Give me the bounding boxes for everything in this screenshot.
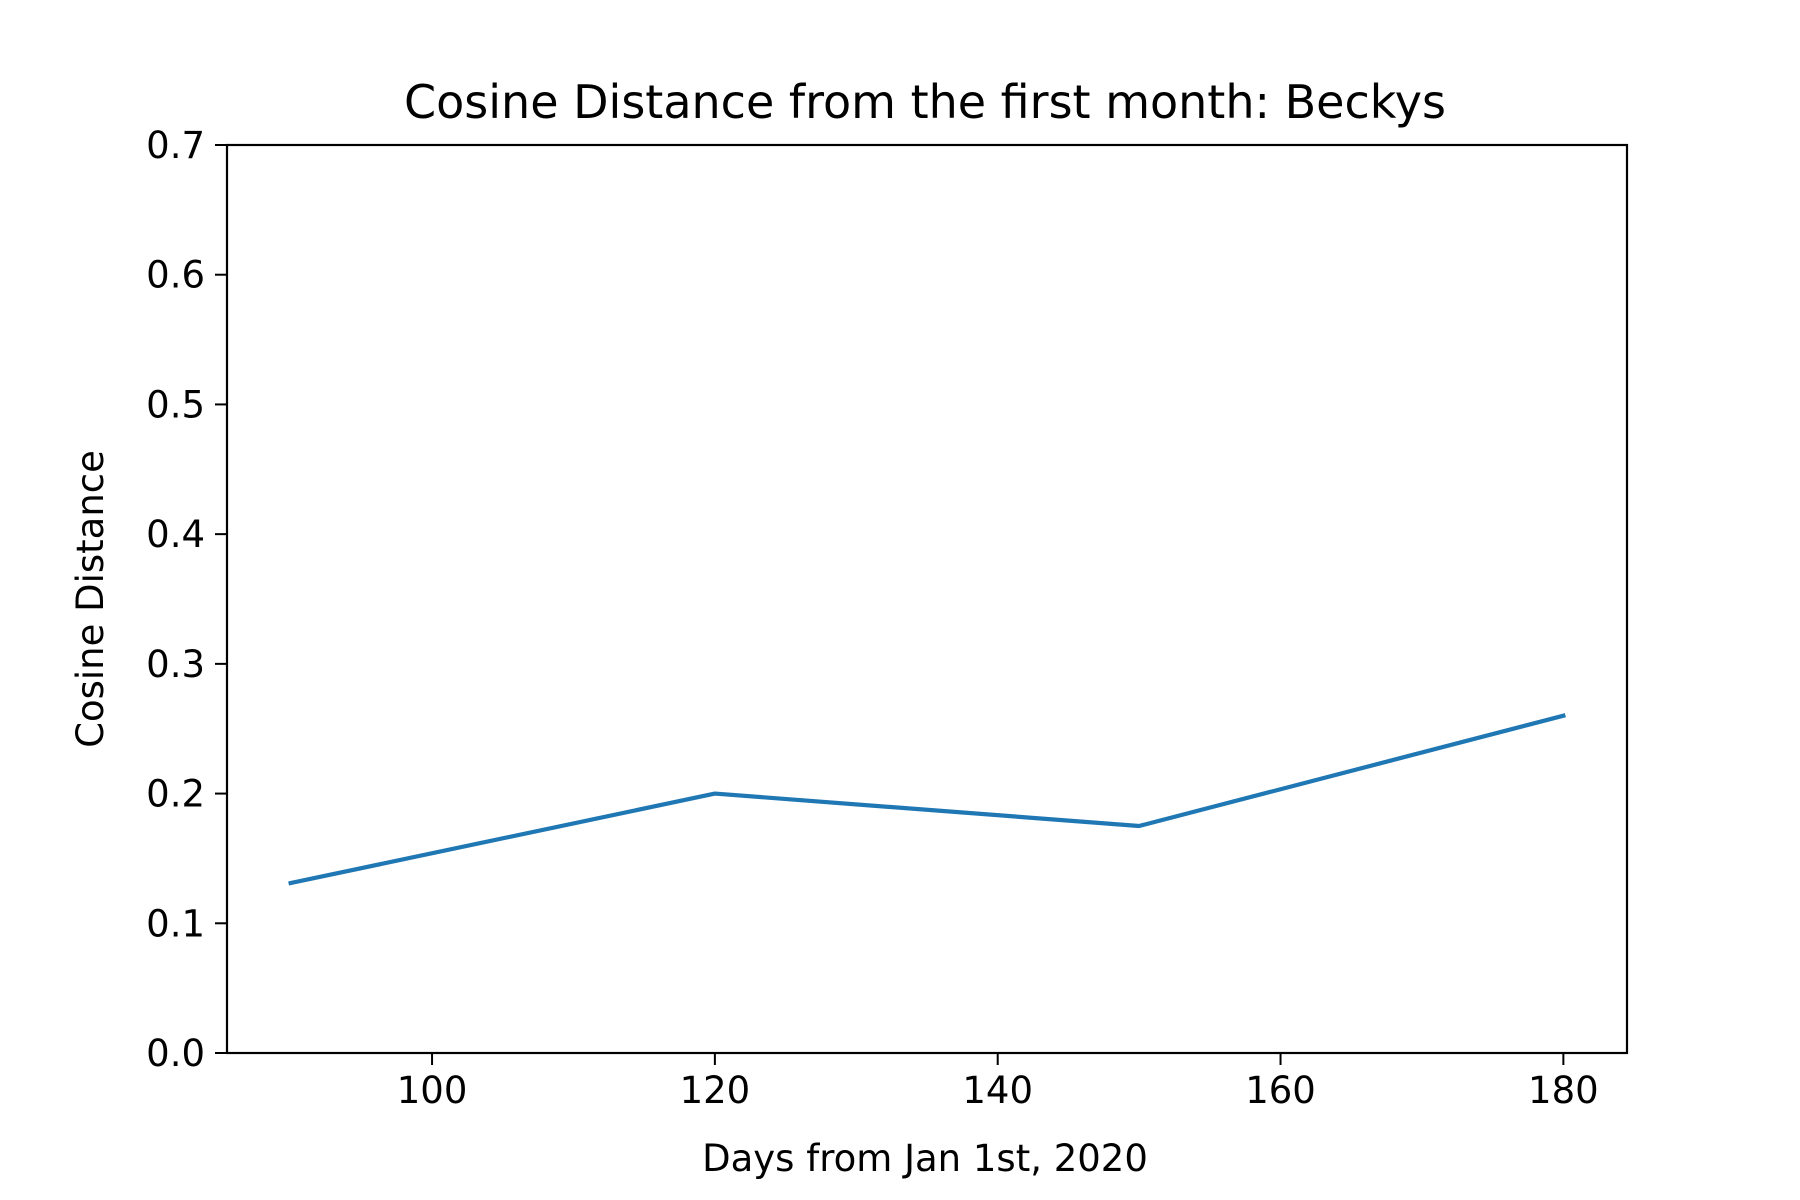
x-tick-label: 100 [397, 1069, 468, 1112]
y-axis-ticks: 0.0 0.1 0.2 0.3 0.4 0.5 0.6 0.7 [146, 124, 227, 1075]
x-tick-label: 120 [680, 1069, 751, 1112]
x-axis-label: Days from Jan 1st, 2020 [702, 1137, 1148, 1180]
y-tick-label: 0.4 [146, 513, 205, 556]
y-tick-label: 0.2 [146, 773, 205, 816]
x-tick-label: 140 [962, 1069, 1033, 1112]
y-tick-label: 0.3 [146, 643, 205, 686]
series-line [288, 713, 1566, 886]
y-tick-label: 0.0 [146, 1032, 205, 1075]
y-tick-label: 0.7 [146, 124, 205, 167]
x-tick-label: 160 [1245, 1069, 1316, 1112]
chart-title: Cosine Distance from the first month: Be… [404, 75, 1446, 129]
y-tick-label: 0.1 [146, 902, 205, 945]
y-tick-label: 0.6 [146, 254, 205, 297]
x-axis-ticks: 100 120 140 160 180 [397, 1053, 1599, 1112]
plot-frame [225, 143, 1629, 1055]
x-tick-label: 180 [1528, 1069, 1599, 1112]
y-tick-label: 0.5 [146, 383, 205, 426]
y-axis-label: Cosine Distance [69, 450, 112, 748]
plot-lines [288, 713, 1566, 886]
